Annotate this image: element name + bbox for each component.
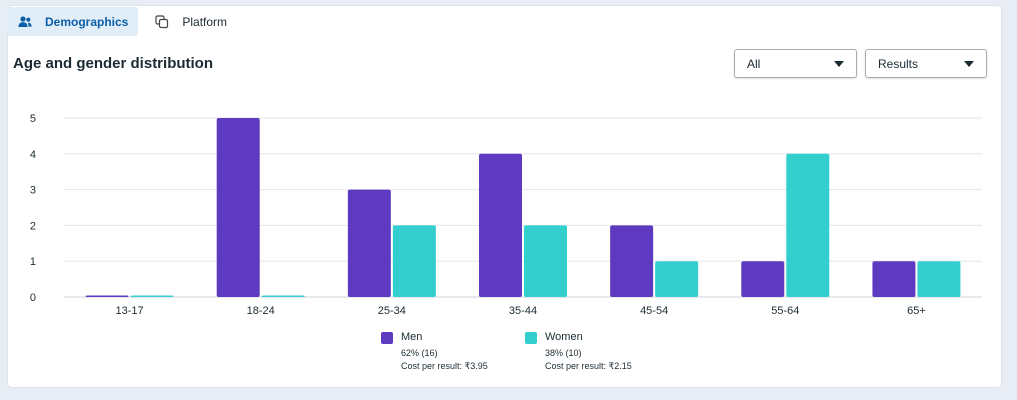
metric-select[interactable]: Results (865, 49, 987, 78)
bar-women-55-64 (786, 153, 830, 297)
chevron-down-icon (834, 60, 844, 67)
y-tick-label: 3 (30, 185, 36, 197)
legend-pct-men: 62% (16) (401, 348, 438, 358)
legend-label-men: Men (401, 331, 423, 343)
bar-women-45-54 (655, 261, 699, 297)
bar-women-25-34 (392, 225, 436, 297)
y-tick-label: 1 (30, 256, 36, 268)
tab-platform-label: Platform (182, 14, 228, 29)
bar-women-35-44 (524, 225, 567, 297)
x-tick-label: 65+ (907, 305, 926, 317)
tab-platform[interactable]: Platform (144, 7, 237, 36)
bar-men-45-54 (610, 225, 654, 297)
legend-swatch-women (525, 332, 537, 344)
legend-cost-women: Cost per result: ₹2.15 (545, 361, 632, 371)
y-tick-label: 5 (30, 113, 36, 125)
legend-pct-women: 38% (10) (545, 348, 582, 358)
bar-women-65+ (917, 261, 961, 297)
x-tick-label: 18-24 (247, 305, 275, 317)
section-title: Age and gender distribution (13, 55, 214, 72)
x-tick-label: 25-34 (378, 305, 406, 317)
bar-women-18-24 (261, 295, 305, 297)
x-tick-label: 13-17 (116, 305, 144, 317)
bar-men-25-34 (347, 189, 391, 297)
audience-select-value: All (747, 56, 761, 71)
tab-demographics[interactable]: Demographics (7, 7, 139, 36)
copy-icon (154, 14, 170, 30)
legend-cost-men: Cost per result: ₹3.95 (401, 361, 488, 371)
tab-bar: Demographics Platform (7, 7, 237, 36)
x-tick-label: 45-54 (640, 305, 668, 317)
bar-men-35-44 (479, 153, 522, 297)
chevron-down-icon (964, 60, 974, 67)
bar-women-13-17 (130, 295, 174, 297)
legend-label-women: Women (545, 331, 583, 343)
audience-select[interactable]: All (734, 49, 857, 78)
y-tick-label: 0 (30, 292, 36, 304)
y-tick-label: 2 (30, 220, 36, 232)
y-tick-label: 4 (30, 149, 36, 161)
legend-swatch-men (381, 332, 393, 344)
x-tick-label: 55-64 (771, 305, 799, 317)
bar-men-55-64 (741, 261, 785, 297)
tab-demographics-label: Demographics (45, 14, 129, 29)
bar-men-13-17 (85, 295, 129, 297)
people-icon (17, 14, 33, 30)
x-tick-label: 35-44 (509, 305, 537, 317)
bar-men-18-24 (216, 118, 260, 297)
metric-select-value: Results (878, 56, 919, 71)
bar-men-65+ (872, 261, 916, 297)
